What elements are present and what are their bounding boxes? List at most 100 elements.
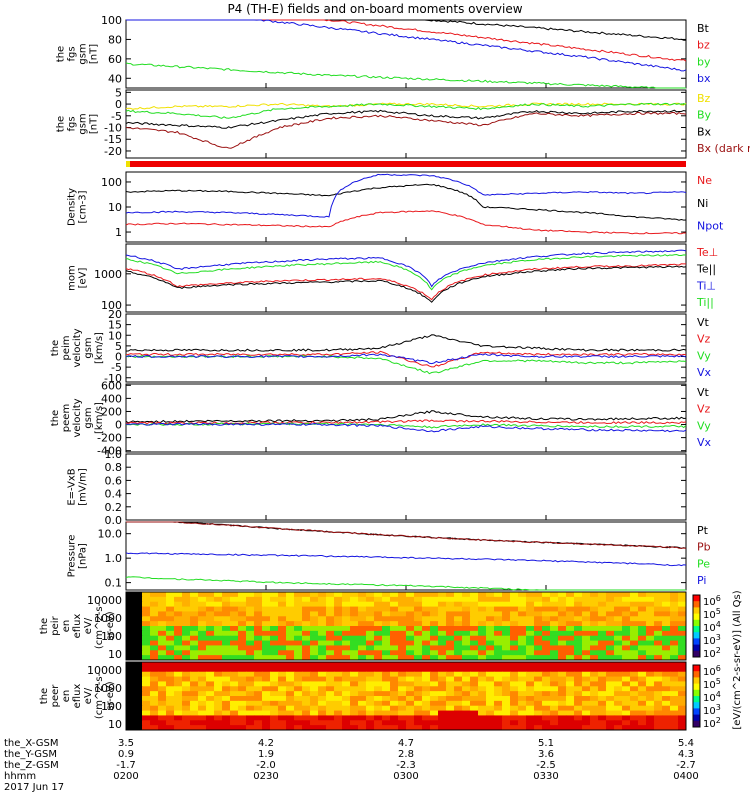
spectrogram-cell [222, 681, 231, 687]
colorbar-segment [693, 708, 700, 716]
spectrogram-cell [358, 655, 367, 661]
y-axis-label: eV/ [83, 687, 94, 704]
spectrogram-cell [262, 640, 271, 646]
spectrogram-cell [422, 666, 431, 673]
spectrogram-cell [494, 630, 503, 637]
spectrogram-cell [518, 640, 527, 646]
spectrogram-cell [222, 616, 231, 622]
spectrogram-cell [534, 700, 543, 707]
spectrogram-cell [318, 596, 327, 603]
spectrogram-cell [278, 640, 287, 646]
spectrogram-cell [374, 700, 383, 707]
spectrogram-cell [382, 720, 391, 726]
spectrogram-cell [598, 621, 607, 627]
spectrogram-cell [198, 630, 207, 637]
spectrogram-cell [294, 626, 303, 632]
spectrogram-cell [238, 671, 247, 678]
spectrogram-cell [326, 696, 335, 702]
spectrogram-cell [198, 676, 207, 682]
spectrogram-cell [214, 691, 223, 697]
colorbar-segment [693, 665, 700, 672]
y-tick-label: 10000 [87, 664, 122, 677]
spectrogram-cell [446, 666, 455, 673]
spectrogram-cell [198, 696, 207, 702]
spectrogram-cell [574, 691, 583, 697]
spectrogram-cell [622, 705, 631, 712]
spectrogram-cell [230, 606, 239, 612]
spectrogram-cell [382, 621, 391, 627]
spectrogram-cell [622, 621, 631, 627]
spectrogram-cell [678, 681, 687, 687]
spectrogram-cell [206, 650, 215, 656]
y-tick-label: 0.0 [105, 514, 123, 527]
legend-entry: Bx (dark red) [697, 142, 750, 155]
colorbar-segment [693, 595, 700, 602]
spectrogram-cell [598, 686, 607, 692]
spectrogram-cell [606, 650, 615, 656]
spectrogram-cell [630, 645, 639, 651]
spectrogram-cell [190, 715, 199, 721]
spectrogram-cell [294, 596, 303, 603]
legend-entry: bx [697, 72, 711, 85]
spectrogram-cell [390, 710, 399, 716]
spectrogram-cell [622, 592, 631, 598]
spectrogram-cell [486, 676, 495, 682]
spectrogram-cell [262, 611, 271, 617]
series-line-by [125, 102, 687, 119]
spectrogram-cell [390, 700, 399, 707]
spectrogram-cell [358, 720, 367, 726]
spectrogram-cell [134, 671, 143, 678]
spectrogram-cell [478, 635, 487, 642]
spectrogram-cell [510, 710, 519, 716]
spectrogram-cell [382, 662, 391, 668]
spectrogram-cell [158, 720, 167, 726]
spectrogram-cell [622, 635, 631, 642]
spectrogram-cell [326, 671, 335, 678]
spectrogram-cell [222, 611, 231, 617]
spectrogram-cell [366, 592, 375, 598]
spectrogram-cell [366, 626, 375, 632]
spectrogram-cell [358, 645, 367, 651]
spectrogram-cell [286, 626, 295, 632]
spectrogram-cell [326, 626, 335, 632]
spectrogram-cell [654, 705, 663, 712]
spectrogram-cell [470, 725, 479, 731]
spectrogram-cell [590, 650, 599, 656]
spectrogram-cell [318, 686, 327, 692]
spectrogram-cell [406, 720, 415, 726]
spectrogram-cell [190, 626, 199, 632]
spectrogram-cell [134, 700, 143, 707]
spectrogram-cell [654, 616, 663, 622]
spectrogram-cell [582, 635, 591, 642]
spectrogram-cell [374, 645, 383, 651]
spectrogram-cell [294, 645, 303, 651]
spectrogram-cell [654, 686, 663, 692]
spectrogram-cell [278, 686, 287, 692]
spectrogram-cell [486, 640, 495, 646]
spectrogram-cell [614, 671, 623, 678]
spectrogram-cell [182, 626, 191, 632]
spectrogram-cell [262, 676, 271, 682]
spectrogram-cell [638, 640, 647, 646]
spectrogram-cell [638, 662, 647, 668]
spectrogram-cell [566, 630, 575, 637]
spectrogram-cell [214, 705, 223, 712]
spectrogram-cell [382, 655, 391, 661]
y-tick-label: 10 [108, 718, 122, 731]
spectrogram-cell [454, 715, 463, 721]
spectrogram-cell [350, 700, 359, 707]
spectrogram-cell [542, 686, 551, 692]
spectrogram-cell [622, 650, 631, 656]
spectrogram-cell [598, 606, 607, 612]
spectrogram-cell [206, 611, 215, 617]
spectrogram-cell [550, 616, 559, 622]
spectrogram-cell [398, 616, 407, 622]
spectrogram-cell [230, 655, 239, 661]
spectrogram-cell [390, 686, 399, 692]
spectrogram-cell [510, 635, 519, 642]
spectrogram-cell [382, 725, 391, 731]
spectrogram-cell [126, 691, 135, 697]
spectrogram-cell [678, 606, 687, 612]
spectrogram-cell [310, 621, 319, 627]
spectrogram-cell [198, 725, 207, 731]
